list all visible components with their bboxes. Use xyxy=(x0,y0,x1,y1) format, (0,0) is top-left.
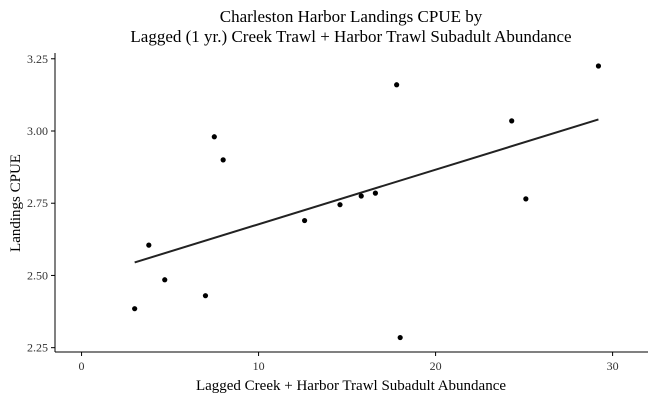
data-point xyxy=(358,193,364,199)
chart-title-line-2: Lagged (1 yr.) Creek Trawl + Harbor Traw… xyxy=(130,27,571,46)
data-point xyxy=(301,217,308,224)
x-tick-label: 10 xyxy=(253,359,265,373)
y-tick-label: 3.25 xyxy=(27,52,48,66)
y-tick-label: 2.75 xyxy=(27,196,48,210)
x-tick-label: 0 xyxy=(79,359,85,373)
data-point xyxy=(211,134,217,140)
data-points xyxy=(132,63,602,341)
trend-line-group xyxy=(134,118,599,264)
x-axis-ticks: 0 10 20 30 xyxy=(79,352,619,373)
x-tick-label: 30 xyxy=(607,359,619,373)
x-axis-title: Lagged Creek + Harbor Trawl Subadult Abu… xyxy=(196,378,506,394)
data-point xyxy=(397,334,403,341)
data-point xyxy=(146,242,152,248)
chart-title-line-1: Charleston Harbor Landings CPUE by xyxy=(220,7,483,26)
x-tick-label: 20 xyxy=(430,359,442,373)
data-point xyxy=(220,157,226,163)
data-point xyxy=(162,277,168,283)
y-tick-label: 2.25 xyxy=(27,341,48,355)
y-axis-title: Landings CPUE xyxy=(8,154,24,252)
data-point xyxy=(523,196,529,202)
data-point xyxy=(202,293,209,299)
data-point xyxy=(337,202,343,208)
y-tick-label: 2.50 xyxy=(27,268,48,282)
data-point xyxy=(509,118,515,124)
plot-area xyxy=(54,53,648,353)
data-point xyxy=(372,190,378,196)
trend-line xyxy=(134,118,599,264)
data-point xyxy=(132,306,138,312)
y-tick-label: 3.00 xyxy=(27,124,48,138)
y-axis-ticks: 2.25 2.50 2.75 3.00 3.25 xyxy=(27,52,55,355)
data-point xyxy=(595,63,602,69)
data-point xyxy=(394,82,400,88)
